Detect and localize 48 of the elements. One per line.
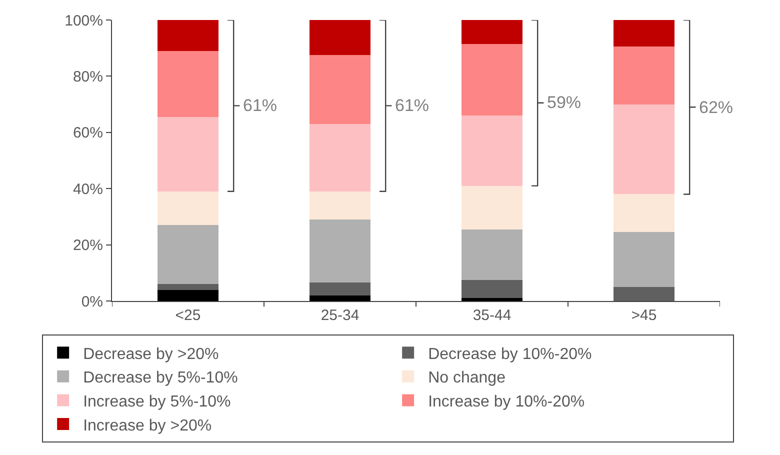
bar <box>462 20 522 44</box>
bar <box>310 124 370 192</box>
x-tick-label: 35-44 <box>472 307 512 324</box>
legend-label: No change <box>428 370 506 387</box>
bar <box>614 20 674 47</box>
bar <box>614 46 674 104</box>
bar <box>310 55 370 124</box>
bar <box>462 44 522 116</box>
legend-label: Decrease by 10%-20% <box>428 346 592 363</box>
legend-label: Decrease by 5%-10% <box>83 370 238 387</box>
bar <box>158 116 218 192</box>
bar <box>310 191 370 220</box>
bar <box>310 220 370 283</box>
legend-label: Increase by 10%-20% <box>428 393 585 410</box>
bar <box>614 104 674 194</box>
bar <box>310 20 370 56</box>
bar <box>462 229 522 280</box>
legend-label: Decrease by >20% <box>83 346 219 363</box>
bar <box>158 191 218 226</box>
y-tick-label: 20% <box>72 237 103 254</box>
bar <box>614 194 674 232</box>
bar <box>462 116 522 186</box>
annotation: 62% <box>699 98 734 117</box>
annotation: 61% <box>243 96 278 115</box>
y-tick-label: 0% <box>81 293 103 310</box>
bar <box>158 50 218 117</box>
bar <box>462 186 522 230</box>
y-tick-label: 40% <box>72 180 103 198</box>
y-tick-label: 60% <box>72 124 103 142</box>
annotation: 61% <box>395 96 430 115</box>
bar <box>614 286 674 301</box>
bar <box>158 20 218 51</box>
y-tick-label: 80% <box>72 68 103 86</box>
x-tick-label: >45 <box>631 307 657 324</box>
legend-label: Increase by 5%-10% <box>83 393 231 410</box>
bar <box>310 282 370 296</box>
bar <box>158 225 218 284</box>
bar <box>614 232 674 287</box>
annotation: 59% <box>547 93 582 112</box>
x-tick-label: <25 <box>175 307 201 324</box>
bar <box>310 295 370 301</box>
legend-label: Increase by >20% <box>83 417 212 434</box>
x-tick-label: 25-34 <box>320 307 360 324</box>
bar <box>158 284 218 290</box>
bar <box>158 290 218 301</box>
y-tick-label: 100% <box>64 12 103 30</box>
bar <box>462 298 522 301</box>
bar <box>462 280 522 298</box>
